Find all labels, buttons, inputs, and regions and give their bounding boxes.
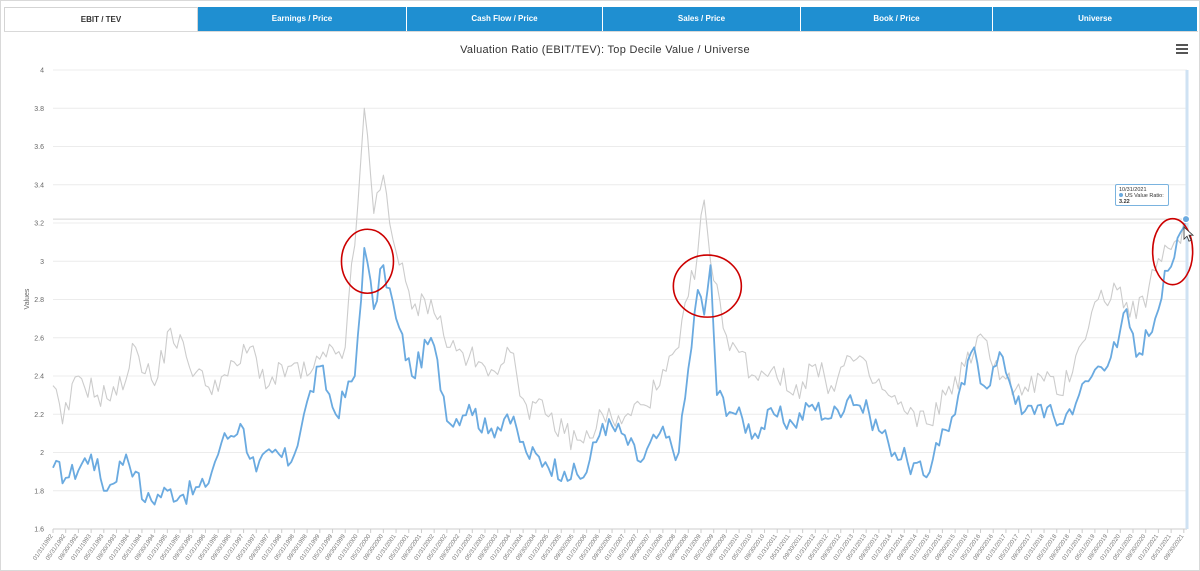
tooltip: 10/31/2021 US Value Ratio: 3.22 bbox=[1115, 184, 1169, 206]
tab-ebit-tev[interactable]: EBIT / TEV bbox=[4, 7, 198, 31]
y-tick-label: 3.6 bbox=[34, 144, 44, 151]
y-tick-label: 2.6 bbox=[34, 335, 44, 342]
tab-earnings-price[interactable]: Earnings / Price bbox=[198, 7, 407, 31]
annotations bbox=[53, 70, 1195, 529]
y-tick-label: 1.6 bbox=[34, 527, 44, 534]
series-us-line bbox=[52, 107, 1188, 451]
chart-title: Valuation Ratio (EBIT/TEV): Top Decile V… bbox=[460, 44, 750, 56]
x-axis-ticks: 01/31/199205/31/199209/30/199201/31/1993… bbox=[32, 529, 1186, 562]
tooltip-label: US Value Ratio: bbox=[1125, 193, 1164, 199]
chart-menu-icon[interactable] bbox=[1176, 44, 1188, 56]
y-axis-ticks: 1.6 1.8 2 2.2 2.4 2.6 2.8 3 3.2 3.4 3.6 3.8 4 bbox=[34, 68, 44, 534]
tab-book-price[interactable]: Book / Price bbox=[801, 7, 993, 31]
y-tick-label: 3 bbox=[40, 259, 44, 266]
y-tick-label: 2.2 bbox=[34, 412, 44, 419]
tab-universe[interactable]: Universe bbox=[993, 7, 1198, 31]
y-tick-label: 3.8 bbox=[34, 106, 44, 113]
tooltip-value: 3.22 bbox=[1119, 199, 1130, 205]
series-lines bbox=[52, 107, 1188, 506]
tooltip-date: 10/31/2021 bbox=[1119, 187, 1147, 193]
y-tick-label: 2.8 bbox=[34, 297, 44, 304]
series-top-decile-line bbox=[52, 218, 1188, 506]
hover-point bbox=[1182, 215, 1190, 224]
y-axis-label: Values bbox=[24, 288, 31, 309]
tab-divider bbox=[4, 31, 1198, 32]
annotation-circle bbox=[672, 254, 743, 318]
cursor-icon bbox=[1183, 226, 1195, 242]
y-tick-label: 2.4 bbox=[34, 374, 44, 381]
tab-bar: EBIT / TEV Earnings / Price Cash Flow / … bbox=[4, 7, 1198, 31]
y-tick-label: 3.4 bbox=[34, 182, 44, 189]
y-tick-label: 4 bbox=[40, 68, 44, 75]
annotation-circle bbox=[1151, 217, 1194, 286]
tooltip-marker-icon bbox=[1119, 193, 1123, 197]
grid-lines bbox=[53, 69, 1187, 530]
annotation-circle bbox=[340, 228, 395, 295]
tab-cash-flow-price[interactable]: Cash Flow / Price bbox=[407, 7, 603, 31]
tab-sales-price[interactable]: Sales / Price bbox=[603, 7, 801, 31]
y-tick-label: 1.8 bbox=[34, 488, 44, 495]
y-tick-label: 2 bbox=[40, 450, 44, 457]
y-tick-label: 3.2 bbox=[34, 221, 44, 228]
